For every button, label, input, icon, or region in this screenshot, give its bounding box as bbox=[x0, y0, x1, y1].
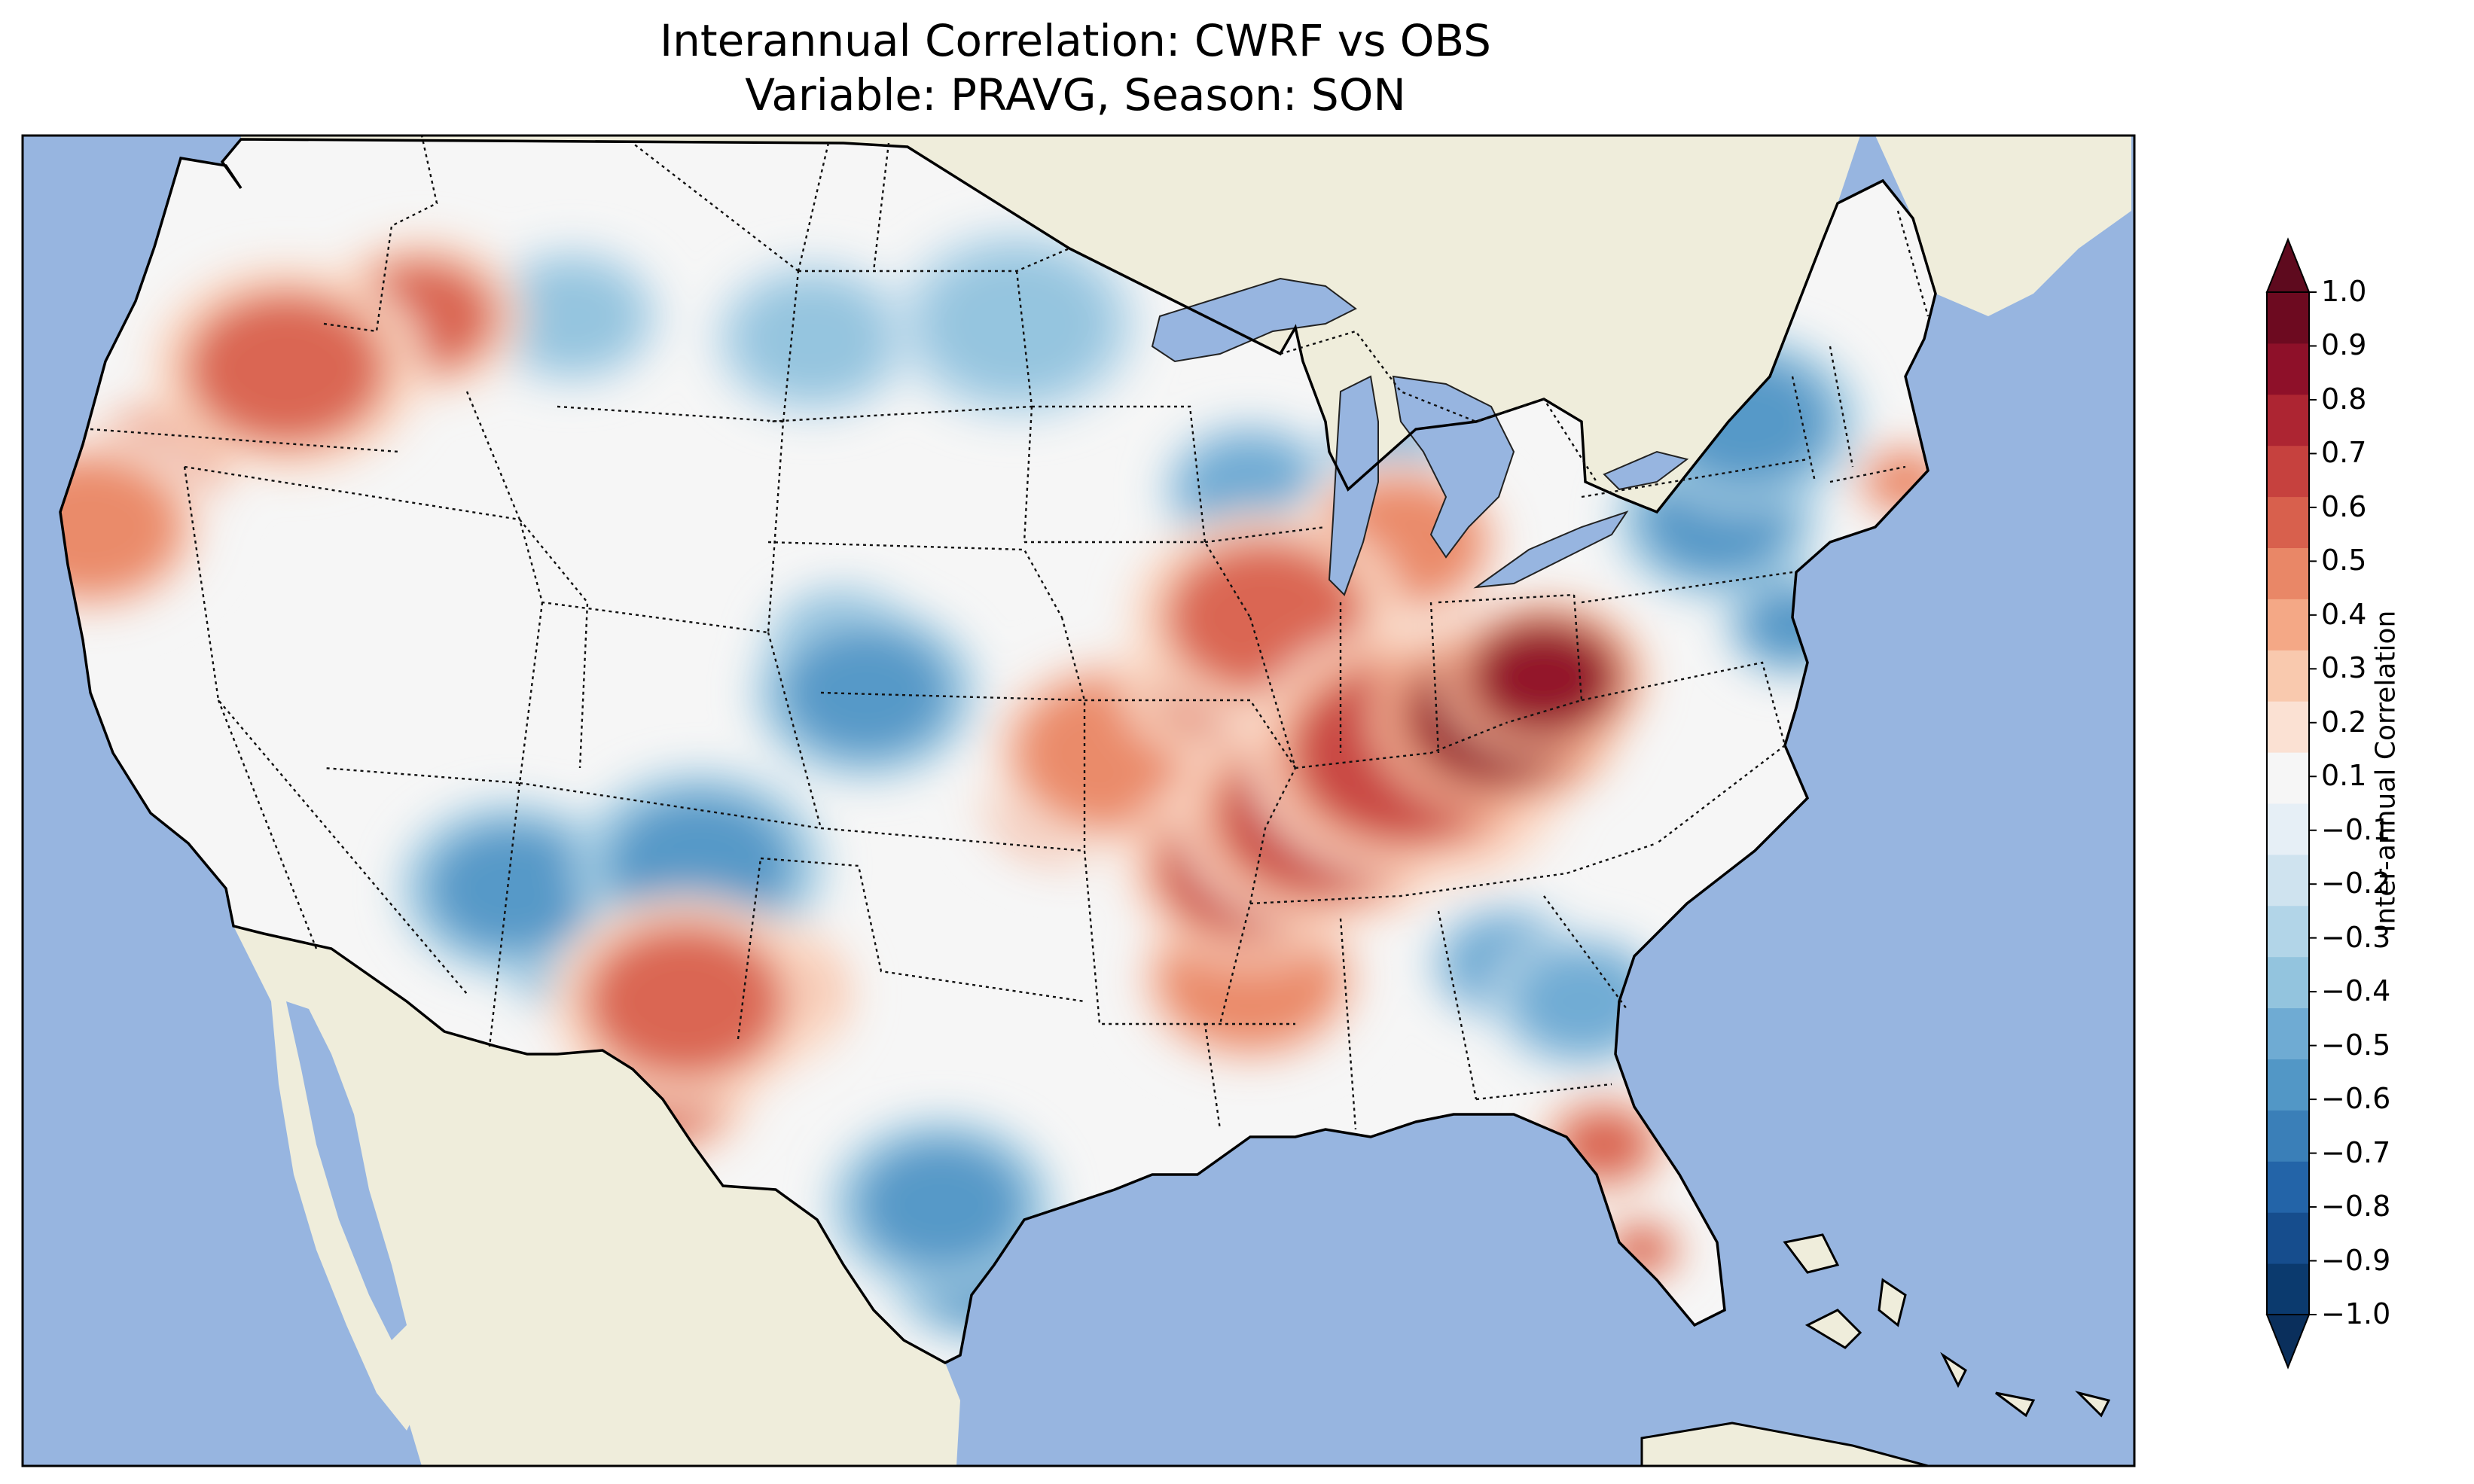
colorbar-tick-label: 0.1 bbox=[2321, 759, 2367, 793]
colorbar-tick-label: −0.2 bbox=[2321, 867, 2391, 900]
colorbar-tick-label: 0.6 bbox=[2321, 489, 2367, 523]
field-blob-11-0-0 bbox=[783, 629, 949, 757]
field-blob-7-0-0 bbox=[187, 292, 386, 446]
colorbar-segment bbox=[2267, 599, 2309, 651]
colorbar-segment bbox=[2267, 1007, 2309, 1059]
colorbar-tick-label: 0.8 bbox=[2321, 382, 2367, 416]
field-blob-17-2-0 bbox=[506, 265, 639, 367]
colorbar-segment bbox=[2267, 1212, 2309, 1264]
lake-superior bbox=[1151, 277, 1357, 363]
colorbar-segment bbox=[2267, 496, 2309, 548]
colorbar-segment bbox=[2267, 1263, 2309, 1315]
colorbar-segment bbox=[2267, 1161, 2309, 1213]
colorbar-segment bbox=[2267, 1059, 2309, 1111]
map-frame bbox=[21, 134, 2136, 1467]
colorbar-tick-label: 0.5 bbox=[2321, 544, 2367, 577]
colorbar-segment bbox=[2267, 445, 2309, 498]
canada-east-land bbox=[1875, 136, 2131, 316]
colorbar-tick-label: −1.0 bbox=[2321, 1297, 2391, 1330]
colorbar-segment bbox=[2267, 343, 2309, 395]
field-blob-17-1-0 bbox=[739, 281, 888, 397]
field-blob-0-0-0 bbox=[1469, 620, 1618, 736]
colorbar-tick-label: 0.9 bbox=[2321, 328, 2367, 362]
colorbar-tick-label: 0.2 bbox=[2321, 705, 2367, 739]
colorbar-segment bbox=[2267, 292, 2309, 344]
gulf-of-california bbox=[286, 1001, 407, 1340]
colorbar-segment bbox=[2267, 547, 2309, 599]
colorbar-segment bbox=[2267, 650, 2309, 702]
lake-huron bbox=[1392, 375, 1515, 559]
colorbar-segment bbox=[2267, 905, 2309, 958]
colorbar-tick-label: −0.8 bbox=[2321, 1190, 2391, 1223]
mexico-land bbox=[233, 926, 960, 1466]
colorbar bbox=[2265, 237, 2317, 1370]
colorbar-tick-label: −0.7 bbox=[2321, 1135, 2391, 1169]
colorbar-tick-label: 1.0 bbox=[2321, 275, 2367, 308]
colorbar-extend-low bbox=[2265, 1314, 2311, 1370]
colorbar-tick-label: −0.5 bbox=[2321, 1028, 2391, 1062]
colorbar-tick-label: −0.1 bbox=[2321, 812, 2391, 846]
state-borders bbox=[90, 136, 1929, 1130]
colorbar-tick-label: −0.4 bbox=[2321, 974, 2391, 1008]
colorbar-tick-label: 0.7 bbox=[2321, 436, 2367, 470]
chart-subtitle: Variable: PRAVG, Season: SON bbox=[745, 69, 1406, 120]
field-blob-12-1-0 bbox=[429, 824, 595, 952]
chart-title: Interannual Correlation: CWRF vs OBS bbox=[659, 15, 1491, 66]
field-blob-8-0-0 bbox=[60, 456, 182, 598]
colorbar-tick-label: 0.4 bbox=[2321, 597, 2367, 631]
field-blob-17-0-0 bbox=[926, 253, 1108, 395]
colorbar-segment bbox=[2267, 854, 2309, 907]
colorbar-tick-label: −0.6 bbox=[2321, 1082, 2391, 1116]
caribbean-islands bbox=[1640, 1233, 2111, 1466]
colorbar-segment bbox=[2267, 701, 2309, 753]
colorbar-tick-label: −0.3 bbox=[2321, 920, 2391, 954]
lake-ontario bbox=[1603, 450, 1689, 491]
field-blob-16-0-0 bbox=[1515, 950, 1648, 1053]
field-blob-13-0-0 bbox=[859, 1141, 1024, 1269]
lake-erie bbox=[1473, 510, 1629, 589]
colorbar-segment bbox=[2267, 956, 2309, 1009]
colorbar-segment bbox=[2267, 752, 2309, 804]
colorbar-outline bbox=[2266, 291, 2310, 1315]
colorbar-extend-high bbox=[2265, 237, 2311, 293]
colorbar-segment bbox=[2267, 394, 2309, 446]
colorbar-tick-label: 0.3 bbox=[2321, 651, 2367, 685]
colorbar-tick-label: −0.9 bbox=[2321, 1243, 2391, 1277]
colorbar-segment bbox=[2267, 803, 2309, 855]
colorbar-label: Inter-annual Correlation bbox=[2370, 610, 2402, 933]
field-blob-6-0-0 bbox=[586, 925, 785, 1078]
colorbar-segment bbox=[2267, 1110, 2309, 1162]
